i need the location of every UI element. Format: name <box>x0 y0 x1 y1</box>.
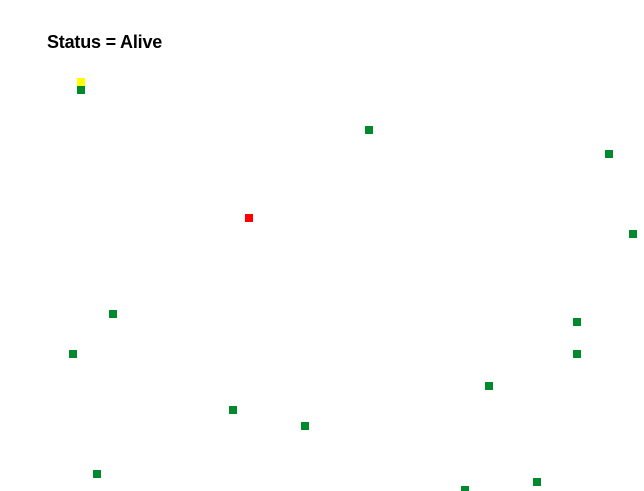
player-cell <box>77 78 85 86</box>
food-pellet <box>109 310 117 318</box>
food-pellet <box>69 350 77 358</box>
food-pellet <box>485 382 493 390</box>
food-pellet <box>629 230 637 238</box>
food-pellet <box>301 422 309 430</box>
food-pellet <box>365 126 373 134</box>
enemy-cell <box>245 214 253 222</box>
food-pellet <box>533 478 541 486</box>
food-pellet <box>229 406 237 414</box>
food-pellet <box>573 350 581 358</box>
food-pellet <box>461 486 469 491</box>
food-pellet <box>573 318 581 326</box>
food-pellet <box>605 150 613 158</box>
food-pellet <box>93 470 101 478</box>
status-label: Status = Alive <box>47 32 163 52</box>
food-pellet <box>77 86 85 94</box>
